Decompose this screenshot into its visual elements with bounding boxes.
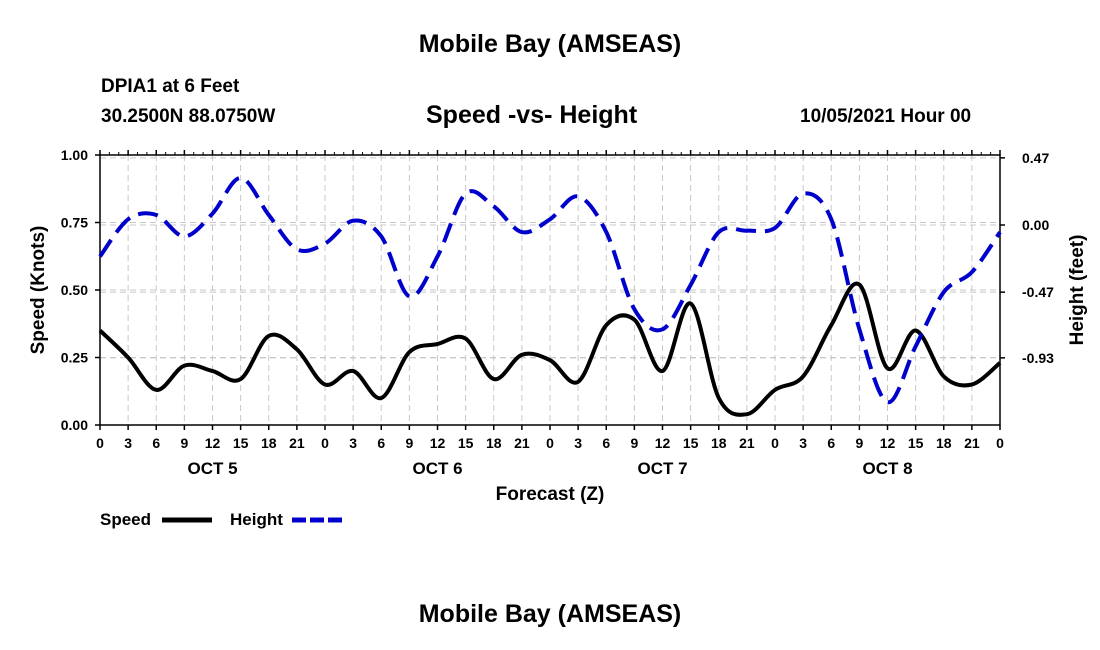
x-tick-label: 0	[996, 435, 1004, 451]
x-tick-label: 3	[574, 435, 582, 451]
legend-label-height: Height	[230, 510, 283, 529]
axis-layer: 0.00 0.25 0.50 0.75 1.00 0.47 0.00 -0.47 -0.93 0 3…	[61, 147, 1054, 478]
x-tick-label: 9	[855, 435, 863, 451]
day-label: OCT 7	[637, 459, 687, 478]
y-right-tick-label: 0.00	[1022, 217, 1049, 233]
y-left-tick-label: 1.00	[61, 147, 88, 163]
x-tick-label: 21	[739, 435, 755, 451]
forecast-datetime: 10/05/2021 Hour 00	[800, 106, 972, 127]
legend-label-speed: Speed	[100, 510, 151, 529]
y-axis-right-label: Height (feet)	[1067, 235, 1088, 346]
x-tick-label: 0	[321, 435, 329, 451]
series-line-speed	[98, 281, 1002, 417]
x-tick-label: 0	[771, 435, 779, 451]
x-tick-label: 15	[233, 435, 249, 451]
x-tick-label: 6	[602, 435, 610, 451]
x-tick-label: 21	[964, 435, 980, 451]
y-left-tick-label: 0.25	[61, 350, 88, 366]
x-tick-label: 12	[205, 435, 221, 451]
chart-title: Mobile Bay (AMSEAS)	[418, 30, 682, 58]
x-tick-label: 3	[124, 435, 132, 451]
x-tick-label: 9	[180, 435, 188, 451]
y-axis-left-label: Speed (Knots)	[28, 226, 49, 355]
y-right-tick-label: 0.47	[1022, 150, 1049, 166]
y-right-tick-label: -0.93	[1022, 350, 1054, 366]
x-tick-label: 21	[514, 435, 530, 451]
x-tick-label: 9	[405, 435, 413, 451]
x-tick-label: 12	[880, 435, 896, 451]
station-label: DPIA1 at 6 Feet	[101, 76, 240, 97]
x-tick-label: 9	[630, 435, 638, 451]
x-tick-label: 18	[711, 435, 727, 451]
legend: Speed Height	[100, 510, 342, 529]
x-axis-label: Forecast (Z)	[496, 484, 605, 505]
y-left-tick-label: 0.50	[61, 282, 88, 298]
x-tick-label: 3	[349, 435, 357, 451]
day-label: OCT 6	[412, 459, 462, 478]
x-tick-label: 15	[908, 435, 924, 451]
footer-title: Mobile Bay (AMSEAS)	[418, 600, 682, 628]
coordinates-label: 30.2500N 88.0750W	[101, 106, 276, 127]
x-tick-label: 18	[486, 435, 502, 451]
day-label: OCT 5	[187, 459, 237, 478]
x-tick-label: 6	[377, 435, 385, 451]
x-tick-label: 12	[430, 435, 446, 451]
x-tick-label: 18	[261, 435, 277, 451]
y-left-tick-label: 0.00	[61, 417, 88, 433]
y-right-tick-label: -0.47	[1022, 284, 1054, 300]
x-tick-label: 0	[96, 435, 104, 451]
x-tick-label: 15	[683, 435, 699, 451]
x-tick-label: 6	[827, 435, 835, 451]
series-layer	[98, 175, 1002, 417]
x-tick-label: 15	[458, 435, 474, 451]
x-tick-label: 0	[546, 435, 554, 451]
x-tick-label: 18	[936, 435, 952, 451]
chart-subtitle: Speed -vs- Height	[426, 101, 638, 129]
series-line-height	[98, 175, 1002, 405]
x-tick-label: 21	[289, 435, 305, 451]
y-left-tick-label: 0.75	[61, 215, 88, 231]
x-tick-label: 12	[655, 435, 671, 451]
x-tick-label: 6	[152, 435, 160, 451]
x-tick-label: 3	[799, 435, 807, 451]
day-label: OCT 8	[862, 459, 912, 478]
